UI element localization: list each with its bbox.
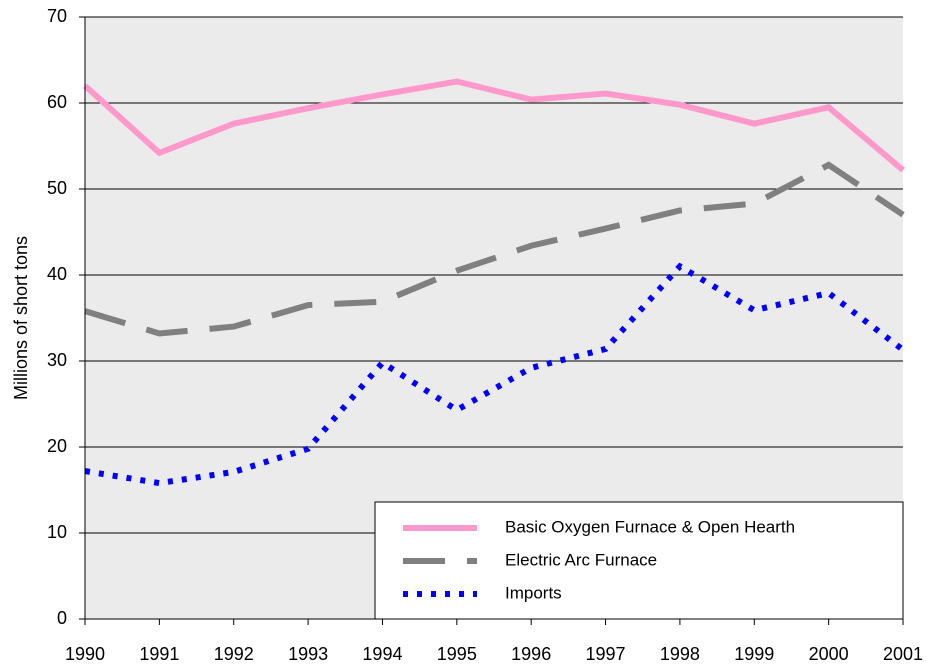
x-tick-label: 2000 <box>809 644 849 664</box>
legend-label: Basic Oxygen Furnace & Open Hearth <box>505 517 795 536</box>
series-line <box>84 262 905 487</box>
y-tick-label: 0 <box>57 608 67 628</box>
y-tick-label: 70 <box>47 6 67 26</box>
x-tick-label: 1992 <box>214 644 254 664</box>
y-tick-label: 10 <box>47 522 67 542</box>
y-axis-label: Millions of short tons <box>11 236 31 400</box>
x-tick-label: 1997 <box>586 644 626 664</box>
x-tick-label: 1991 <box>139 644 179 664</box>
x-tick-label: 1998 <box>660 644 700 664</box>
legend-box <box>374 501 904 620</box>
x-tick-label: 1990 <box>65 644 105 664</box>
x-tick-label: 1993 <box>288 644 328 664</box>
y-tick-label: 60 <box>47 92 67 112</box>
y-tick-label: 40 <box>47 264 67 284</box>
y-tick-label: 20 <box>47 436 67 456</box>
y-tick-label: 30 <box>47 350 67 370</box>
x-tick-label: 1999 <box>734 644 774 664</box>
x-tick-label: 2001 <box>883 644 923 664</box>
x-tick-label: 1996 <box>511 644 551 664</box>
y-tick-label: 50 <box>47 178 67 198</box>
series-line <box>84 161 905 337</box>
x-tick-label: 1995 <box>437 644 477 664</box>
legend-label: Electric Arc Furnace <box>505 550 657 569</box>
legend-label: Imports <box>505 583 562 602</box>
x-tick-label: 1994 <box>362 644 402 664</box>
series-line <box>82 78 905 173</box>
